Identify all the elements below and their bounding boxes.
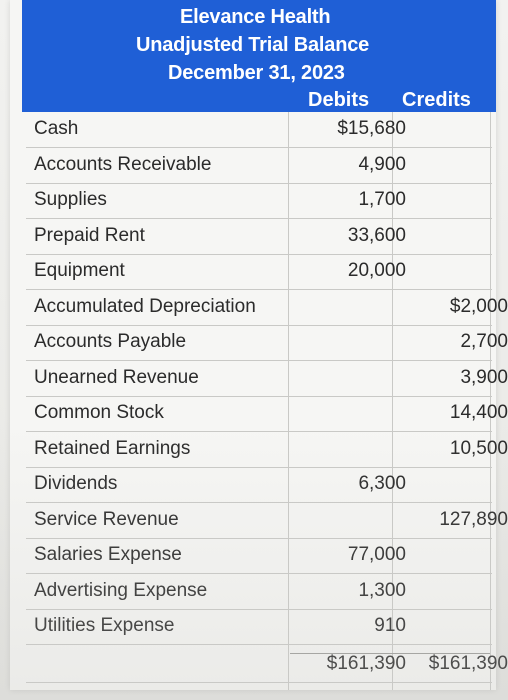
account-name: Salaries Expense bbox=[34, 544, 182, 565]
account-name: Service Revenue bbox=[34, 508, 179, 530]
column-divider bbox=[490, 112, 491, 690]
column-divider bbox=[392, 112, 393, 690]
report-date: December 31, 2023 bbox=[168, 62, 345, 84]
debit-amount: 1,300 bbox=[358, 579, 406, 601]
table-row: Accounts Receivable 4,900 bbox=[26, 148, 492, 184]
account-name: Advertising Expense bbox=[34, 579, 208, 601]
debit-amount: 20,000 bbox=[347, 260, 406, 281]
table-row: Dividends 6,300 bbox=[26, 467, 492, 503]
account-name: Prepaid Rent bbox=[34, 224, 145, 246]
table-row: Prepaid Rent 33,600 bbox=[26, 219, 492, 255]
account-name: Cash bbox=[34, 118, 79, 139]
credit-amount: 10,500 bbox=[449, 437, 508, 459]
account-name: Supplies bbox=[34, 189, 107, 210]
account-name: Retained Earnings bbox=[34, 437, 191, 459]
credits-column-header: Credits bbox=[402, 89, 471, 111]
credit-amount: 14,400 bbox=[449, 402, 508, 423]
table-row: Unearned Revenue 3,900 bbox=[26, 361, 508, 397]
table-row: Accumulated Depreciation $2,000 bbox=[26, 290, 508, 326]
debit-amount: $15,680 bbox=[337, 118, 406, 139]
table-row: Supplies 1,700 bbox=[26, 183, 492, 219]
credit-amount: $161,390 bbox=[428, 652, 508, 674]
table-row: Service Revenue 127,890 bbox=[26, 503, 508, 539]
debit-amount: 33,600 bbox=[347, 224, 406, 246]
table-row: Equipment 20,000 bbox=[26, 254, 492, 290]
credit-amount: 2,700 bbox=[460, 331, 508, 352]
account-name: Utilities Expense bbox=[34, 615, 175, 636]
report-title: Unadjusted Trial Balance bbox=[136, 34, 370, 56]
credit-amount: 127,890 bbox=[439, 508, 508, 530]
table-row: Accounts Payable 2,700 bbox=[26, 325, 508, 361]
table-row: Retained Earnings 10,500 bbox=[26, 432, 508, 468]
account-name: Equipment bbox=[34, 260, 125, 281]
account-name: Common Stock bbox=[34, 402, 164, 423]
credit-amount: $2,000 bbox=[449, 295, 508, 317]
debit-amount: 1,700 bbox=[358, 189, 406, 210]
table-row: Salaries Expense 77,000 bbox=[26, 538, 492, 574]
table-row: Advertising Expense 1,300 bbox=[26, 574, 492, 610]
account-name: Dividends bbox=[34, 473, 118, 494]
account-name: Accumulated Depreciation bbox=[34, 295, 256, 317]
totals-rule bbox=[290, 653, 490, 654]
column-divider bbox=[288, 112, 289, 690]
debit-amount: $161,390 bbox=[326, 652, 406, 674]
table-row: Utilities Expense 910 bbox=[26, 609, 492, 645]
company-name: Elevance Health bbox=[180, 6, 331, 28]
credit-amount: 3,900 bbox=[460, 366, 508, 388]
totals-row: $161,390 $161,390 bbox=[26, 647, 508, 683]
account-name: Accounts Receivable bbox=[34, 153, 212, 175]
debit-amount: 6,300 bbox=[358, 473, 406, 494]
trial-balance-sheet bbox=[10, 0, 496, 690]
debit-amount: 77,000 bbox=[347, 544, 406, 565]
debits-column-header: Debits bbox=[308, 89, 370, 111]
table-row: Cash $15,680 bbox=[26, 112, 492, 148]
debit-amount: 4,900 bbox=[358, 153, 406, 175]
table-row: Common Stock 14,400 bbox=[26, 396, 508, 432]
account-name: Accounts Payable bbox=[34, 331, 187, 352]
trial-balance-header: Elevance Health Unadjusted Trial Balance… bbox=[22, 0, 496, 112]
account-name: Unearned Revenue bbox=[34, 366, 199, 388]
debit-amount: 910 bbox=[374, 615, 406, 636]
